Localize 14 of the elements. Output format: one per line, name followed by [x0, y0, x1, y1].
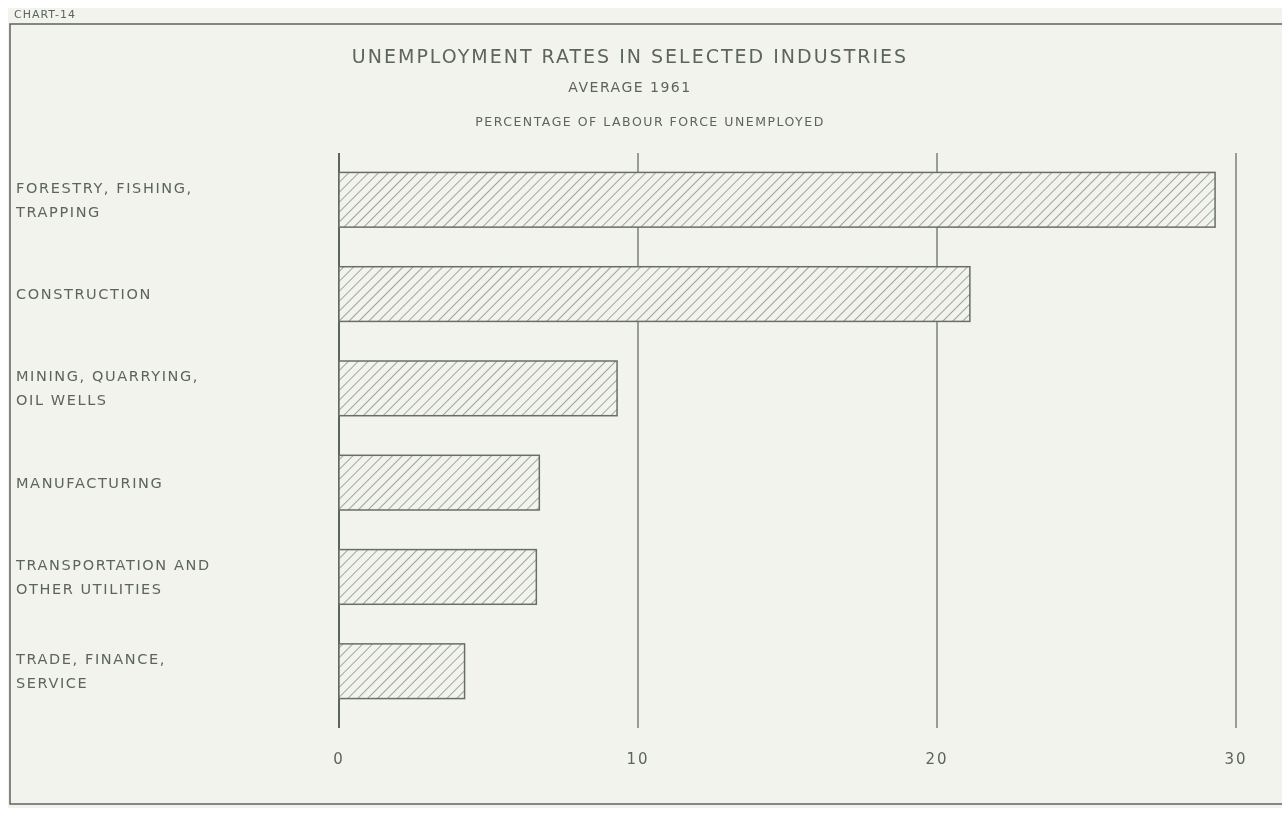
y-tick-label: TRADE, FINANCE, SERVICE: [15, 651, 166, 692]
text: CHART-14: [14, 8, 76, 21]
x-axis-title: PERCENTAGE OF LABOUR FORCE UNEMPLOYED: [475, 114, 825, 129]
x-tick-label: 0: [333, 750, 345, 768]
y-tick-label: MANUFACTURING: [16, 474, 164, 491]
x-tick-label: 10: [626, 750, 650, 768]
y-tick-label: CONSTRUCTION: [16, 286, 152, 303]
y-tick-label: FORESTRY, FISHING, TRAPPING: [15, 179, 193, 220]
chart-subtitle: AVERAGE 1961: [568, 79, 692, 95]
x-tick-label: 20: [925, 750, 949, 768]
chart-title: UNEMPLOYMENT RATES IN SELECTED INDUSTRIES: [351, 45, 909, 67]
x-tick-label: 30: [1224, 750, 1248, 768]
y-tick-label: MINING, QUARRYING, OIL WELLS: [16, 368, 200, 409]
y-tick-label: TRANSPORTATION AND OTHER UTILITIES: [15, 556, 211, 597]
